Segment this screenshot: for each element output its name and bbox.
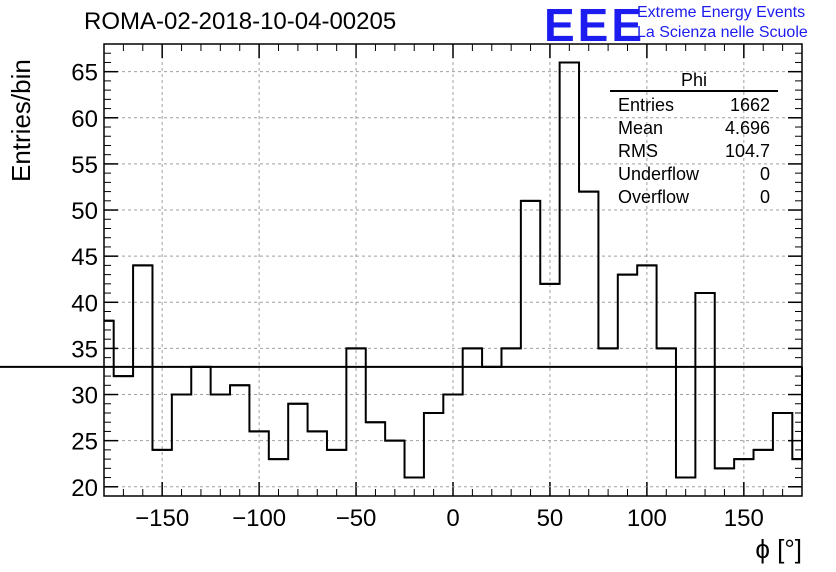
y-tick-label: 35 (71, 336, 98, 363)
stats-value: 104.7 (724, 141, 770, 161)
x-tick-label: 50 (537, 505, 564, 532)
eee-logo: EEE (544, 0, 646, 51)
logo-line1: Extreme Energy Events (637, 4, 806, 21)
stats-row-entries: Entries 1662 (610, 94, 778, 117)
stats-value: 0 (759, 164, 770, 184)
x-tick-label: 100 (627, 505, 667, 532)
x-axis-label: ϕ [°] (755, 534, 802, 564)
y-tick-label: 55 (71, 152, 98, 179)
stats-title: Phi (610, 70, 778, 92)
y-tick-label: 30 (71, 383, 98, 410)
stats-label: Entries (618, 95, 675, 115)
x-tick-label: −100 (232, 505, 286, 532)
y-tick-label: 20 (71, 475, 98, 502)
stats-box: Phi Entries 1662 Mean 4.696 RMS 104.7 Un… (610, 70, 778, 209)
stats-label: RMS (618, 141, 658, 161)
y-tick-label: 40 (71, 290, 98, 317)
y-axis-label: Entries/bin (6, 59, 36, 182)
stats-row-mean: Mean 4.696 (610, 117, 778, 140)
plot-frame (103, 43, 803, 497)
stats-value: 0 (759, 187, 770, 207)
stats-value: 1662 (729, 95, 770, 115)
stats-label: Underflow (618, 164, 700, 184)
y-tick-label: 60 (71, 106, 98, 133)
stats-label: Overflow (618, 187, 690, 207)
x-tick-label: −50 (336, 505, 377, 532)
stats-value: 4.696 (724, 118, 770, 138)
chart-title: ROMA-02-2018-10-04-00205 (84, 8, 397, 35)
x-tick-label: 0 (446, 505, 459, 532)
stats-row-overflow: Overflow 0 (610, 186, 778, 209)
x-tick-label: −150 (135, 505, 189, 532)
stats-row-underflow: Underflow 0 (610, 163, 778, 186)
x-tick-label: 150 (724, 505, 764, 532)
y-tick-label: 65 (71, 60, 98, 87)
stats-row-rms: RMS 104.7 (610, 140, 778, 163)
y-tick-label: 25 (71, 429, 98, 456)
y-tick-label: 50 (71, 198, 98, 225)
y-tick-label: 45 (71, 244, 98, 271)
stats-label: Mean (618, 118, 664, 138)
logo-line2: La Scienza nelle Scuole (637, 24, 808, 41)
